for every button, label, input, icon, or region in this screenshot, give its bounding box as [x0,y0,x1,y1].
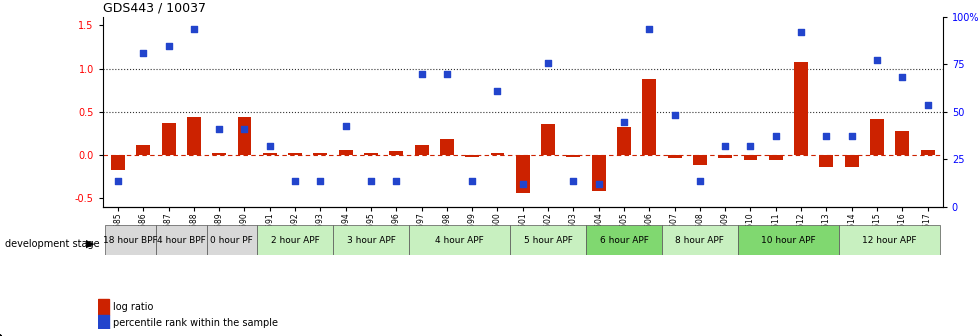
Bar [98,315,109,331]
Bar [415,144,428,155]
Bar [586,225,661,255]
Point [615,119,631,125]
Bar [661,225,737,255]
Bar [642,79,655,155]
Text: 3 hour APF: 3 hour APF [346,236,395,245]
Text: GDS443 / 10037: GDS443 / 10037 [103,1,205,14]
Point [918,102,934,108]
Text: development stage: development stage [5,239,100,249]
Text: 6 hour APF: 6 hour APF [599,236,647,245]
Bar [692,155,706,165]
Point [312,178,328,183]
Point [337,123,353,128]
Bar [718,155,732,158]
Text: 18 hour BPF: 18 hour BPF [104,236,157,245]
Bar [742,155,757,160]
Text: 0 hour PF: 0 hour PF [210,236,253,245]
Point [262,143,278,149]
Bar [869,119,883,155]
Point [843,133,859,138]
Bar [106,225,156,255]
Text: log ratio: log ratio [112,302,154,312]
Point [464,178,479,183]
Bar [206,225,257,255]
Bar [187,117,200,155]
Bar [389,152,403,155]
Bar [364,153,378,155]
Point [767,133,782,138]
Bar [98,299,109,315]
Point [868,57,884,62]
Point [388,178,404,183]
Point [818,133,833,138]
Bar [439,139,454,155]
Bar [510,225,586,255]
Point [894,75,910,80]
Point [414,71,429,77]
Bar [895,131,909,155]
Point [717,143,733,149]
Bar [616,127,630,155]
Point [438,71,454,77]
Point [489,88,505,94]
Bar [257,225,333,255]
Point [211,126,227,132]
Bar [919,150,934,155]
Point [287,178,302,183]
Point [237,126,252,132]
Bar [465,155,478,157]
Bar [490,153,504,155]
Bar [161,123,175,155]
Bar [838,225,939,255]
Point [565,178,581,183]
Text: 4 hour BPF: 4 hour BPF [156,236,205,245]
Text: percentile rank within the sample: percentile rank within the sample [112,318,278,328]
Point [186,26,201,32]
Bar [541,124,555,155]
Text: 4 hour APF: 4 hour APF [434,236,483,245]
Point [111,178,126,183]
Text: 12 hour APF: 12 hour APF [862,236,916,245]
Point [514,181,530,187]
Point [135,50,151,56]
Bar [793,62,807,155]
Bar [409,225,510,255]
Bar [313,153,327,155]
Bar [737,225,838,255]
Text: 2 hour APF: 2 hour APF [271,236,319,245]
Text: 5 hour APF: 5 hour APF [523,236,572,245]
Text: 10 hour APF: 10 hour APF [760,236,815,245]
Bar [156,225,206,255]
Bar [262,153,277,155]
Bar [844,155,858,167]
Point [540,61,556,66]
Bar [333,225,409,255]
Bar [591,155,605,191]
Point [742,143,758,149]
Bar [566,155,580,157]
Bar [515,155,529,193]
Point [792,30,808,35]
Bar [768,155,782,160]
Bar [819,155,832,167]
Point [160,43,176,49]
Bar [338,150,352,155]
Point [641,26,656,32]
Bar [667,155,681,158]
Bar [288,153,302,155]
Bar [111,155,125,170]
Text: 8 hour APF: 8 hour APF [675,236,724,245]
Text: ▶: ▶ [85,239,94,249]
Point [363,178,378,183]
Bar [238,117,251,155]
Bar [136,144,150,155]
Point [666,113,682,118]
Point [691,178,707,183]
Bar [212,153,226,155]
Point [591,181,606,187]
